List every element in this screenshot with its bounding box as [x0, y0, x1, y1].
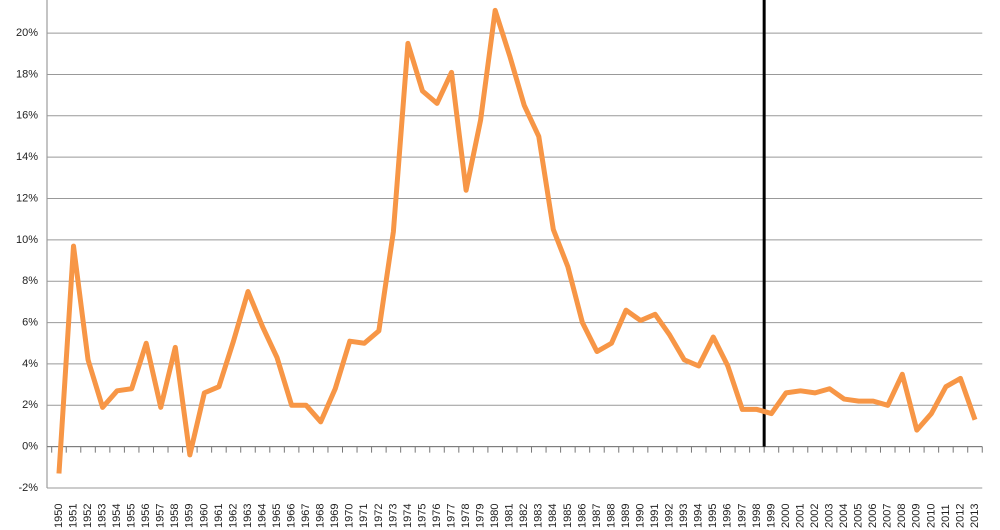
- x-tick-label: 2012: [954, 504, 966, 528]
- y-tick-label: -2%: [18, 482, 38, 494]
- x-tick-label: 1978: [460, 504, 472, 528]
- x-tick-label: 2013: [969, 504, 981, 528]
- x-tick-label: 1954: [111, 504, 123, 528]
- x-tick-label: 1987: [591, 504, 603, 528]
- x-tick-label: 1952: [82, 504, 94, 528]
- x-tick-label: 1958: [169, 504, 181, 528]
- y-tick-label: 20%: [16, 27, 38, 39]
- x-tick-label: 1951: [67, 504, 79, 528]
- x-tick-label: 1977: [445, 504, 457, 528]
- x-tick-label: 1950: [53, 504, 65, 528]
- x-tick-label: 1992: [664, 504, 676, 528]
- x-tick-label: 1979: [475, 504, 487, 528]
- x-tick-label: 1991: [649, 504, 661, 528]
- x-tick-label: 2001: [794, 504, 806, 528]
- x-tick-label: 1998: [751, 504, 763, 528]
- x-tick-label: 1989: [620, 504, 632, 528]
- x-tick-label: 1985: [562, 504, 574, 528]
- y-tick-label: 12%: [16, 192, 38, 204]
- x-tick-label: 1986: [576, 504, 588, 528]
- x-tick-label: 1957: [155, 504, 167, 528]
- x-tick-label: 1997: [736, 504, 748, 528]
- x-tick-label: 1961: [213, 504, 225, 528]
- y-tick-label: 2%: [22, 399, 38, 411]
- x-tick-label: 2005: [853, 504, 865, 528]
- x-tick-label: 1995: [707, 504, 719, 528]
- y-tick-label: 10%: [16, 234, 38, 246]
- x-tick-label: 1968: [315, 504, 327, 528]
- x-tick-label: 1972: [373, 504, 385, 528]
- x-tick-label: 1967: [300, 504, 312, 528]
- y-tick-label: 14%: [16, 151, 38, 163]
- x-tick-label: 2002: [809, 504, 821, 528]
- x-tick-label: 1964: [256, 504, 268, 528]
- x-tick-label: 1956: [140, 504, 152, 528]
- x-tick-label: 1960: [198, 504, 210, 528]
- x-tick-label: 1969: [329, 504, 341, 528]
- x-tick-label: 1974: [402, 504, 414, 528]
- x-tick-label: 1963: [242, 504, 254, 528]
- x-tick-label: 1994: [693, 504, 705, 528]
- x-tick-label: 1983: [533, 504, 545, 528]
- x-tick-label: 1976: [431, 504, 443, 528]
- x-tick-label: 1966: [286, 504, 298, 528]
- x-tick-label: 1965: [271, 504, 283, 528]
- x-tick-label: 1962: [227, 504, 239, 528]
- x-tick-label: 1981: [504, 504, 516, 528]
- x-tick-label: 2010: [925, 504, 937, 528]
- y-tick-label: 8%: [22, 275, 38, 287]
- y-tick-label: 4%: [22, 358, 38, 370]
- x-tick-label: 1970: [344, 504, 356, 528]
- x-tick-label: 1980: [489, 504, 501, 528]
- x-tick-label: 1982: [518, 504, 530, 528]
- x-tick-label: 2003: [823, 504, 835, 528]
- x-tick-label: 1959: [184, 504, 196, 528]
- x-tick-label: 2009: [911, 504, 923, 528]
- series-line: [56, 7, 978, 474]
- x-tick-label: 2000: [780, 504, 792, 528]
- x-tick-label: 1955: [126, 504, 138, 528]
- x-tick-label: 1975: [416, 504, 428, 528]
- y-tick-label: 6%: [22, 316, 38, 328]
- x-tick-label: 1973: [387, 504, 399, 528]
- x-tick-label: 1999: [765, 504, 777, 528]
- x-tick-label: 2006: [867, 504, 879, 528]
- x-tick-label: 1990: [634, 504, 646, 528]
- x-tick-label: 1988: [605, 504, 617, 528]
- x-tick-label: 2008: [896, 504, 908, 528]
- y-tick-label: 16%: [16, 110, 38, 122]
- y-tick-label: 0%: [22, 441, 38, 453]
- x-tick-label: 1993: [678, 504, 690, 528]
- x-tick-label: 1971: [358, 504, 370, 528]
- x-tick-label: 2004: [838, 504, 850, 528]
- x-tick-label: 1984: [547, 504, 559, 528]
- x-tick-label: 2007: [882, 504, 894, 528]
- x-tick-label: 2011: [940, 504, 952, 528]
- x-tick-label: 1953: [96, 504, 108, 528]
- y-tick-label: 18%: [16, 68, 38, 80]
- x-tick-label: 1996: [722, 504, 734, 528]
